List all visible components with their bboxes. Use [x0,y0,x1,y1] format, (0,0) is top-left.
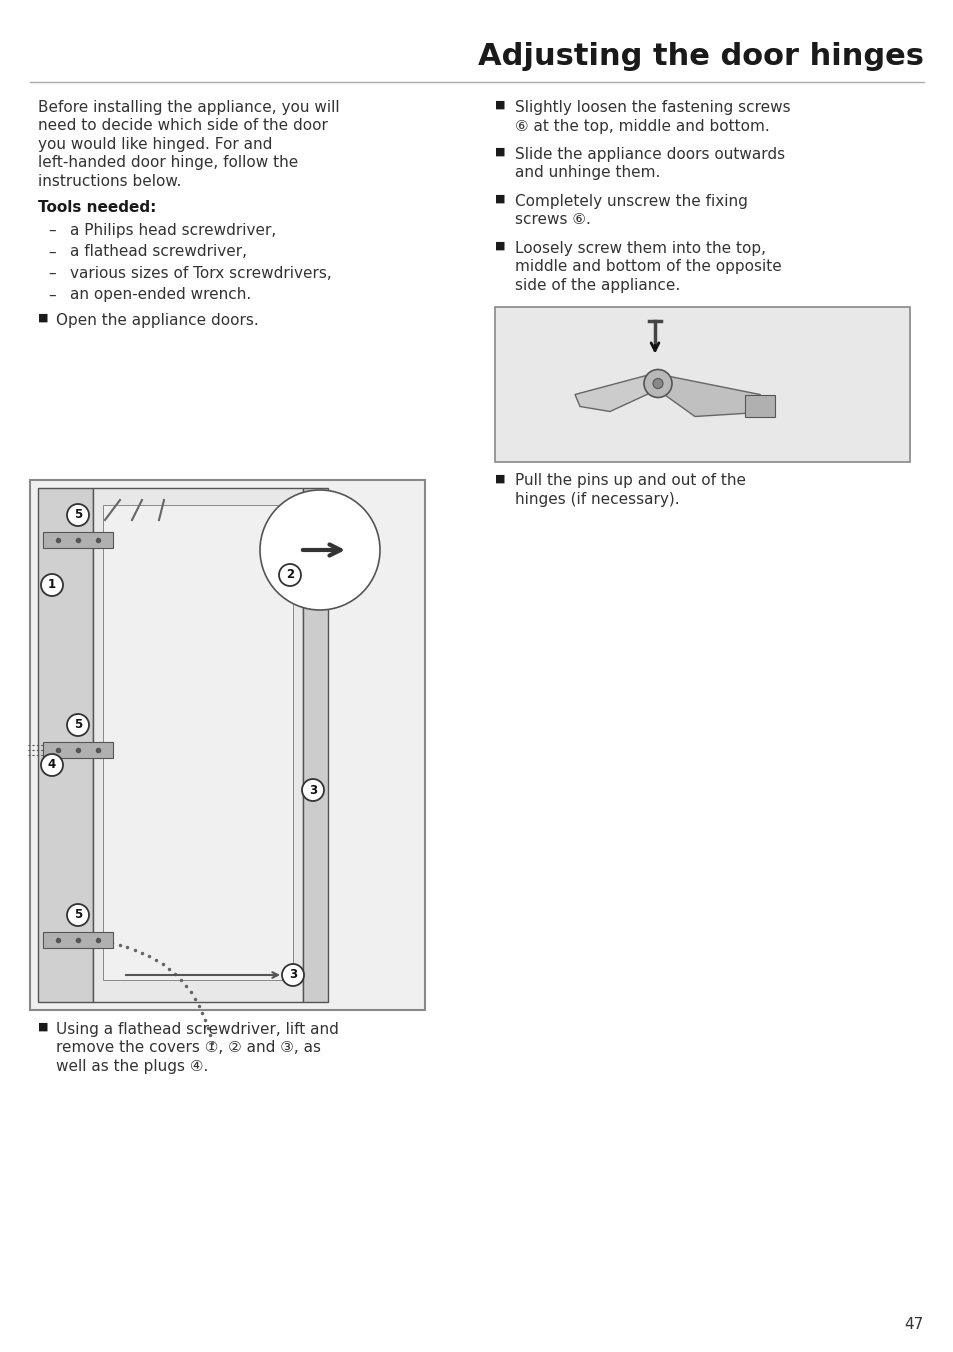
Text: Loosely screw them into the top,: Loosely screw them into the top, [515,241,765,256]
Bar [103,506,293,980]
Text: ■: ■ [495,100,505,110]
Text: 3: 3 [309,784,316,796]
Text: Adjusting the door hinges: Adjusting the door hinges [477,42,923,72]
Bar [744,395,774,416]
Text: Using a flathead screwdriver, lift and: Using a flathead screwdriver, lift and [56,1022,338,1037]
Circle shape [282,964,304,986]
Bar [43,742,112,758]
Text: 1: 1 [48,579,56,592]
Text: Tools needed:: Tools needed: [38,200,156,215]
Text: Pull the pins up and out of the: Pull the pins up and out of the [515,473,745,488]
Text: Completely unscrew the fixing: Completely unscrew the fixing [515,193,747,210]
Bar [43,932,112,948]
Text: hinges (if necessary).: hinges (if necessary). [515,492,679,507]
Text: 3: 3 [289,968,296,982]
Text: various sizes of Torx screwdrivers,: various sizes of Torx screwdrivers, [70,266,332,281]
Text: a flathead screwdriver,: a flathead screwdriver, [70,245,247,260]
Text: ■: ■ [38,1022,49,1032]
Text: Open the appliance doors.: Open the appliance doors. [56,314,258,329]
Text: you would like hinged. For and: you would like hinged. For and [38,137,273,151]
Bar [38,488,92,1002]
Text: need to decide which side of the door: need to decide which side of the door [38,119,328,134]
Text: ■: ■ [495,193,505,204]
Text: screws ⑥.: screws ⑥. [515,212,590,227]
Circle shape [67,714,89,735]
Text: –: – [48,245,55,260]
Text: left-handed door hinge, follow the: left-handed door hinge, follow the [38,155,298,170]
Bar [43,531,112,548]
Circle shape [41,754,63,776]
Circle shape [67,904,89,926]
Text: 5: 5 [73,718,82,731]
Text: and unhinge them.: and unhinge them. [515,165,659,181]
Bar [495,307,909,461]
Text: Before installing the appliance, you will: Before installing the appliance, you wil… [38,100,339,115]
Bar [92,488,303,1002]
Text: –: – [48,223,55,238]
Bar [303,488,328,1002]
Text: well as the plugs ④.: well as the plugs ④. [56,1059,208,1073]
Text: middle and bottom of the opposite: middle and bottom of the opposite [515,260,781,274]
Text: instructions below.: instructions below. [38,174,181,189]
Text: remove the covers ①, ② and ③, as: remove the covers ①, ② and ③, as [56,1041,320,1056]
Polygon shape [659,375,774,416]
Text: side of the appliance.: side of the appliance. [515,279,679,293]
Text: 47: 47 [903,1317,923,1332]
Text: –: – [48,288,55,303]
Text: an open-ended wrench.: an open-ended wrench. [70,288,251,303]
Text: Slightly loosen the fastening screws: Slightly loosen the fastening screws [515,100,790,115]
Text: 2: 2 [286,568,294,581]
Circle shape [41,575,63,596]
Text: ■: ■ [495,473,505,484]
Text: ■: ■ [495,147,505,157]
Text: 5: 5 [73,909,82,922]
Circle shape [67,504,89,526]
Text: Slide the appliance doors outwards: Slide the appliance doors outwards [515,147,784,162]
Circle shape [260,489,379,610]
Text: ■: ■ [495,241,505,251]
Circle shape [652,379,662,388]
Text: ⑥ at the top, middle and bottom.: ⑥ at the top, middle and bottom. [515,119,769,134]
Text: 5: 5 [73,508,82,522]
Circle shape [643,369,671,397]
Text: –: – [48,266,55,281]
Bar [30,480,424,1010]
Polygon shape [575,375,659,411]
Circle shape [278,564,301,585]
Text: 4: 4 [48,758,56,772]
Circle shape [302,779,324,800]
Text: a Philips head screwdriver,: a Philips head screwdriver, [70,223,276,238]
Text: ■: ■ [38,314,49,323]
